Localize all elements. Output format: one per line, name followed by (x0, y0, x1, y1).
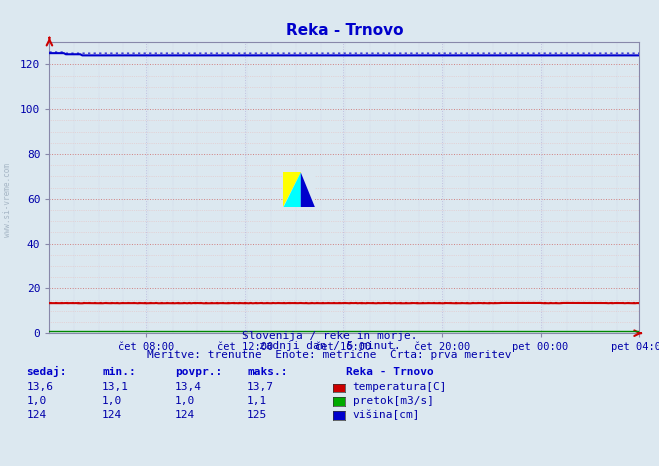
Text: sedaj:: sedaj: (26, 366, 67, 377)
Text: Reka - Trnovo: Reka - Trnovo (346, 367, 434, 377)
Polygon shape (301, 172, 315, 207)
Text: zadnji dan / 5 minut.: zadnji dan / 5 minut. (258, 341, 401, 350)
Text: maks.:: maks.: (247, 367, 287, 377)
Text: 13,6: 13,6 (26, 382, 53, 392)
Text: 124: 124 (26, 410, 47, 420)
Text: 125: 125 (247, 410, 268, 420)
Text: 1,1: 1,1 (247, 396, 268, 406)
Text: višina[cm]: višina[cm] (353, 410, 420, 420)
Text: 13,1: 13,1 (102, 382, 129, 392)
Text: povpr.:: povpr.: (175, 367, 222, 377)
Text: www.si-vreme.com: www.si-vreme.com (3, 164, 13, 237)
Title: Reka - Trnovo: Reka - Trnovo (285, 23, 403, 38)
Text: pretok[m3/s]: pretok[m3/s] (353, 396, 434, 406)
Text: 124: 124 (102, 410, 123, 420)
Text: 1,0: 1,0 (26, 396, 47, 406)
Text: 1,0: 1,0 (102, 396, 123, 406)
Text: 1,0: 1,0 (175, 396, 195, 406)
Polygon shape (283, 172, 301, 207)
Polygon shape (283, 172, 301, 207)
Text: Slovenija / reke in morje.: Slovenija / reke in morje. (242, 331, 417, 341)
Text: 13,4: 13,4 (175, 382, 202, 392)
Text: 124: 124 (175, 410, 195, 420)
Text: Meritve: trenutne  Enote: metrične  Črta: prva meritev: Meritve: trenutne Enote: metrične Črta: … (147, 348, 512, 360)
Text: min.:: min.: (102, 367, 136, 377)
Text: temperatura[C]: temperatura[C] (353, 382, 447, 392)
Text: 13,7: 13,7 (247, 382, 274, 392)
